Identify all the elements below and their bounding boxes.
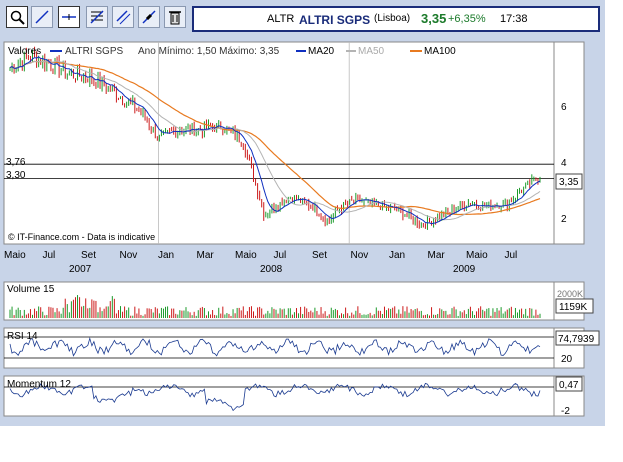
- symbol-legend-label: ALTRI SGPS: [65, 46, 123, 57]
- trash-icon: [169, 11, 181, 25]
- month-label: Maio: [466, 250, 488, 261]
- delete-button[interactable]: [164, 6, 186, 28]
- magnifier-icon: [10, 10, 25, 25]
- month-label: Set: [312, 250, 327, 261]
- volume-panel: [3, 281, 555, 321]
- price-tick-4: 4: [561, 158, 567, 169]
- month-label: Maio: [4, 250, 26, 261]
- fibonacci-button[interactable]: [86, 6, 108, 28]
- rsi-axis-label: 20: [561, 354, 573, 365]
- range-text: Ano Mínimo: 1,50 Máximo: 3,35: [138, 46, 280, 57]
- volume-last-box: [555, 298, 594, 314]
- ma20-line: [9, 56, 541, 225]
- trend-channel-button[interactable]: [112, 6, 134, 28]
- parallel-lines-icon: [142, 10, 156, 24]
- month-label: Nov: [351, 250, 369, 261]
- year-label-2008: 2008: [260, 264, 283, 275]
- month-label: Mar: [428, 250, 446, 261]
- momentum-line: [9, 382, 541, 412]
- last-price-label: 3,35: [559, 177, 579, 188]
- month-label: Jan: [158, 250, 174, 261]
- quote-change: +6,35%: [448, 13, 486, 25]
- month-label: Nov: [120, 250, 138, 261]
- data-credit: © IT-Finance.com - Data is indicative: [8, 232, 155, 242]
- horizontal-line-button[interactable]: [58, 6, 80, 28]
- level-label-2: 3,30: [6, 170, 26, 181]
- year-label-2009: 2009: [453, 264, 476, 275]
- momentum-title: Momentum 12: [7, 379, 71, 390]
- month-label: Maio: [235, 250, 257, 261]
- ma100-legend-label: MA100: [424, 46, 456, 57]
- momentum-last-label: 0,47: [559, 380, 579, 391]
- rsi-title: RSI 14: [7, 331, 38, 342]
- fibonacci-icon: [90, 10, 104, 24]
- rsi-line: [9, 336, 541, 357]
- volume-title: Volume 15: [7, 284, 55, 295]
- month-label: Mar: [197, 250, 215, 261]
- grid: [157, 42, 350, 244]
- draw-line-button[interactable]: [31, 6, 53, 28]
- price-tick-2: 2: [561, 214, 567, 225]
- line-icon: [35, 10, 49, 24]
- ma50-line: [9, 60, 541, 221]
- channel-icon: [116, 10, 131, 25]
- quote-time: 17:38: [500, 13, 528, 25]
- volume-bars: [9, 295, 541, 318]
- month-label: Jul: [505, 250, 518, 261]
- parallel-lines-button[interactable]: [138, 6, 160, 28]
- quote-price: 3,35: [421, 11, 447, 26]
- price-axis-panel: [553, 41, 585, 245]
- price-tick-6: 6: [561, 102, 567, 113]
- momentum-last-box: [555, 376, 583, 392]
- ma50-legend-label: MA50: [358, 46, 385, 57]
- month-axis: Maio Jul Set Nov Jan Mar Maio Jul Set Nov Jan Mar Ma…: [4, 250, 517, 261]
- volume-axis-label: 2000K: [557, 289, 583, 299]
- month-label: Jul: [43, 250, 56, 261]
- ma20-legend-label: MA20: [308, 46, 335, 57]
- month-label: Set: [81, 250, 96, 261]
- level-label-1: 3,76: [6, 157, 26, 168]
- volume-last-label: 1159K: [559, 302, 588, 313]
- rsi-last-label: 74,7939: [558, 334, 595, 345]
- horizontal-line-icon: [62, 14, 76, 20]
- year-label-2007: 2007: [69, 264, 92, 275]
- price-series: [9, 46, 541, 230]
- month-label: Jan: [389, 250, 405, 261]
- quote-symbol: ALTR: [267, 13, 295, 25]
- level-lines: [4, 163, 554, 179]
- panel-label: Valores: [8, 46, 41, 57]
- quote-name: ALTRI SGPS: [299, 13, 371, 27]
- momentum-panel: [3, 375, 555, 417]
- quote-bar: ALTR ALTRI SGPS (Lisboa) 3,35 +6,35% 17:…: [192, 6, 600, 32]
- rsi-last-box: [555, 330, 600, 346]
- quote-exchange: (Lisboa): [374, 13, 411, 24]
- month-label: Jul: [274, 250, 287, 261]
- momentum-axis-label: -2: [561, 406, 570, 417]
- last-price-box: [555, 173, 583, 190]
- zoom-tool-button[interactable]: [6, 6, 28, 28]
